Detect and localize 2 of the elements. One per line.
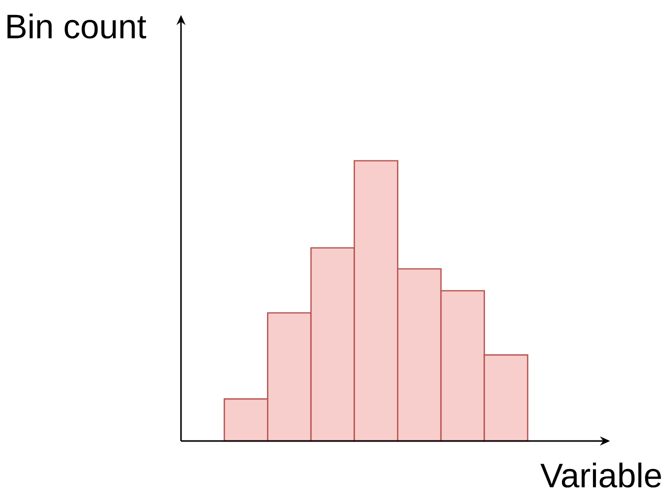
x-axis-title: Variable bbox=[540, 462, 661, 488]
y-axis-title: Bin count bbox=[8, 14, 146, 39]
